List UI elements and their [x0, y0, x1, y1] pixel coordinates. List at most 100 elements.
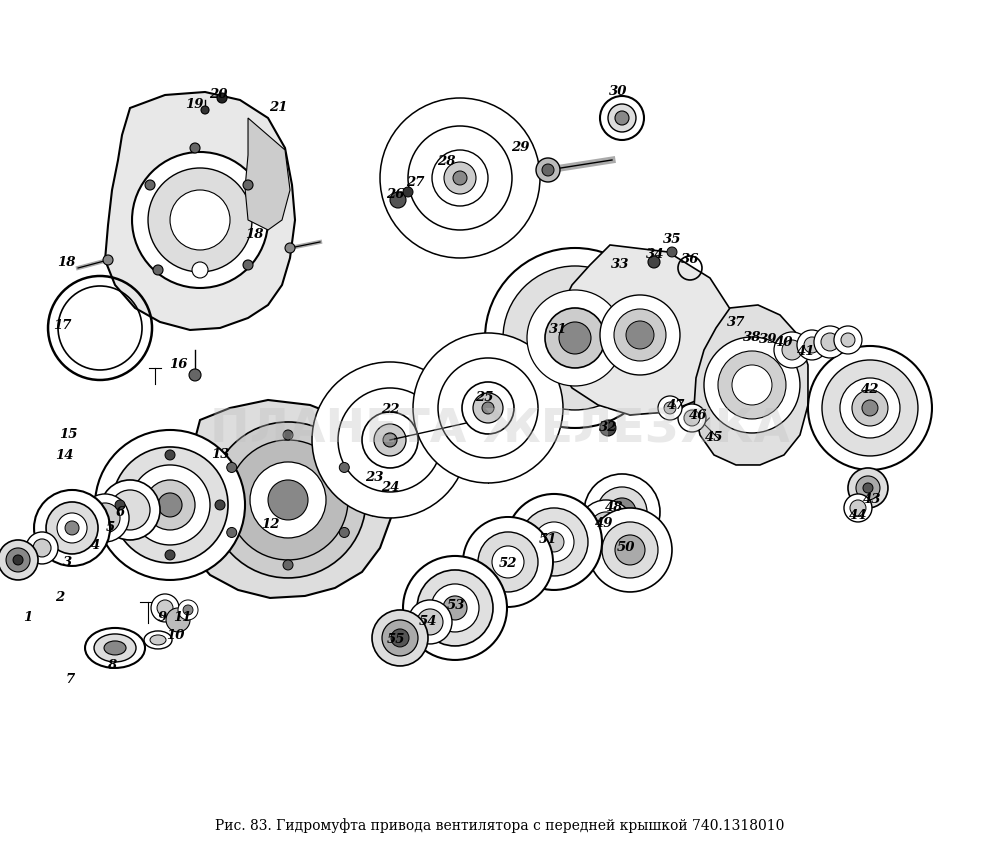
Circle shape	[841, 333, 855, 347]
Circle shape	[542, 164, 554, 176]
Text: 14: 14	[55, 449, 73, 462]
Circle shape	[0, 540, 38, 580]
Circle shape	[544, 532, 564, 552]
Circle shape	[210, 422, 366, 578]
Text: 2: 2	[55, 591, 65, 604]
Text: 40: 40	[775, 336, 793, 350]
Circle shape	[153, 265, 163, 275]
Text: 52: 52	[499, 557, 517, 570]
Circle shape	[165, 550, 175, 560]
Text: 19: 19	[185, 99, 203, 111]
Circle shape	[774, 332, 810, 368]
Circle shape	[103, 255, 113, 265]
Ellipse shape	[85, 628, 145, 668]
Text: 50: 50	[617, 541, 635, 555]
Circle shape	[417, 609, 443, 635]
Circle shape	[608, 104, 636, 132]
Circle shape	[482, 402, 494, 414]
Circle shape	[844, 494, 872, 522]
Text: 41: 41	[797, 346, 815, 358]
Ellipse shape	[94, 634, 136, 662]
Circle shape	[527, 290, 623, 386]
Text: 37: 37	[727, 317, 745, 329]
Text: 48: 48	[605, 501, 623, 515]
Circle shape	[283, 560, 293, 570]
Text: 24: 24	[381, 482, 399, 494]
Circle shape	[382, 620, 418, 656]
Text: 31: 31	[549, 323, 567, 336]
Circle shape	[443, 596, 467, 620]
Circle shape	[166, 608, 190, 632]
Text: 47: 47	[667, 399, 685, 413]
Text: 46: 46	[689, 409, 707, 422]
Circle shape	[145, 180, 155, 190]
Circle shape	[536, 158, 560, 182]
Text: 10: 10	[166, 630, 184, 643]
Text: 32: 32	[599, 421, 617, 435]
Circle shape	[339, 462, 349, 472]
Circle shape	[578, 500, 634, 556]
Circle shape	[432, 150, 488, 206]
Circle shape	[852, 390, 888, 426]
Text: 5: 5	[105, 522, 115, 534]
Circle shape	[559, 322, 591, 354]
Circle shape	[588, 508, 672, 592]
Circle shape	[664, 402, 676, 414]
Text: 1: 1	[23, 612, 33, 625]
Circle shape	[100, 480, 160, 540]
Circle shape	[391, 629, 409, 647]
Circle shape	[821, 333, 839, 351]
Circle shape	[148, 168, 252, 272]
Circle shape	[170, 190, 230, 250]
Circle shape	[408, 600, 452, 644]
Circle shape	[201, 106, 209, 114]
Circle shape	[130, 465, 210, 545]
Circle shape	[413, 333, 563, 483]
Polygon shape	[555, 245, 732, 415]
Circle shape	[183, 605, 193, 615]
Circle shape	[614, 309, 666, 361]
Circle shape	[600, 295, 680, 375]
Circle shape	[862, 400, 878, 416]
Circle shape	[797, 330, 827, 360]
Circle shape	[840, 378, 900, 438]
Circle shape	[250, 462, 326, 538]
Text: 18: 18	[57, 256, 75, 270]
Circle shape	[600, 96, 644, 140]
Circle shape	[228, 440, 348, 560]
Circle shape	[473, 393, 503, 423]
Circle shape	[6, 548, 30, 572]
Circle shape	[492, 546, 524, 578]
Circle shape	[115, 500, 125, 510]
Circle shape	[95, 430, 245, 580]
Circle shape	[110, 490, 150, 530]
Ellipse shape	[144, 631, 172, 649]
Circle shape	[684, 410, 700, 426]
Polygon shape	[245, 118, 290, 230]
Circle shape	[390, 192, 406, 208]
Circle shape	[506, 494, 602, 590]
Circle shape	[243, 180, 253, 190]
Circle shape	[850, 500, 866, 516]
Circle shape	[678, 404, 706, 432]
Circle shape	[215, 500, 225, 510]
Circle shape	[615, 535, 645, 565]
Text: 20: 20	[209, 89, 227, 101]
Circle shape	[438, 358, 538, 458]
Circle shape	[863, 483, 873, 493]
Text: 42: 42	[861, 384, 879, 397]
Circle shape	[342, 452, 378, 488]
Circle shape	[444, 162, 476, 194]
Text: Рис. 83. Гидромуфта привода вентилятора с передней крышкой 740.1318010: Рис. 83. Гидромуфта привода вентилятора …	[215, 818, 785, 833]
Text: 44: 44	[849, 510, 867, 523]
Circle shape	[834, 326, 862, 354]
Circle shape	[520, 508, 588, 576]
Circle shape	[374, 424, 406, 456]
Circle shape	[403, 187, 413, 197]
Circle shape	[165, 450, 175, 460]
Text: 23: 23	[365, 471, 383, 484]
Ellipse shape	[363, 483, 393, 501]
Circle shape	[151, 594, 179, 622]
Circle shape	[178, 600, 198, 620]
Text: 11: 11	[173, 612, 191, 625]
